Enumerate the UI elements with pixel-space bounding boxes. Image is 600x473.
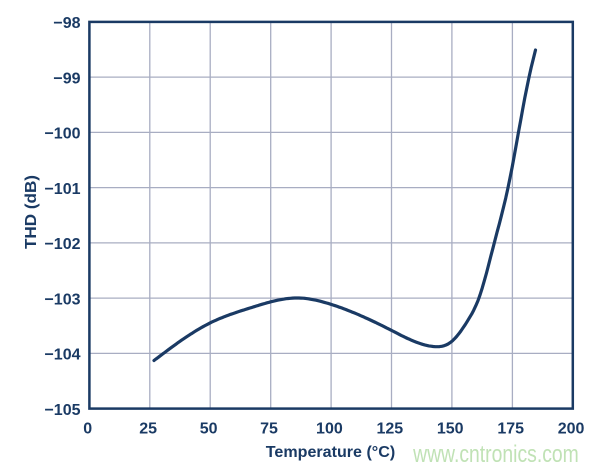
svg-text:−103: −103: [44, 291, 80, 308]
svg-text:−101: −101: [44, 181, 80, 198]
svg-text:−98: −98: [53, 15, 80, 32]
svg-text:−104: −104: [44, 347, 80, 364]
svg-text:200: 200: [558, 421, 585, 438]
svg-text:0: 0: [83, 421, 92, 438]
svg-text:−99: −99: [53, 70, 80, 87]
svg-text:125: 125: [376, 421, 403, 438]
svg-text:175: 175: [497, 421, 524, 438]
svg-text:100: 100: [316, 421, 343, 438]
svg-text:www.cntronics.com: www.cntronics.com: [412, 441, 578, 468]
svg-text:−100: −100: [44, 126, 80, 143]
svg-text:75: 75: [260, 421, 278, 438]
svg-text:50: 50: [200, 421, 218, 438]
svg-text:Temperature (°C): Temperature (°C): [266, 444, 395, 461]
svg-text:−105: −105: [44, 402, 80, 419]
svg-text:150: 150: [437, 421, 464, 438]
svg-text:THD (dB): THD (dB): [23, 175, 40, 249]
svg-text:−102: −102: [44, 236, 80, 253]
svg-text:25: 25: [139, 421, 157, 438]
